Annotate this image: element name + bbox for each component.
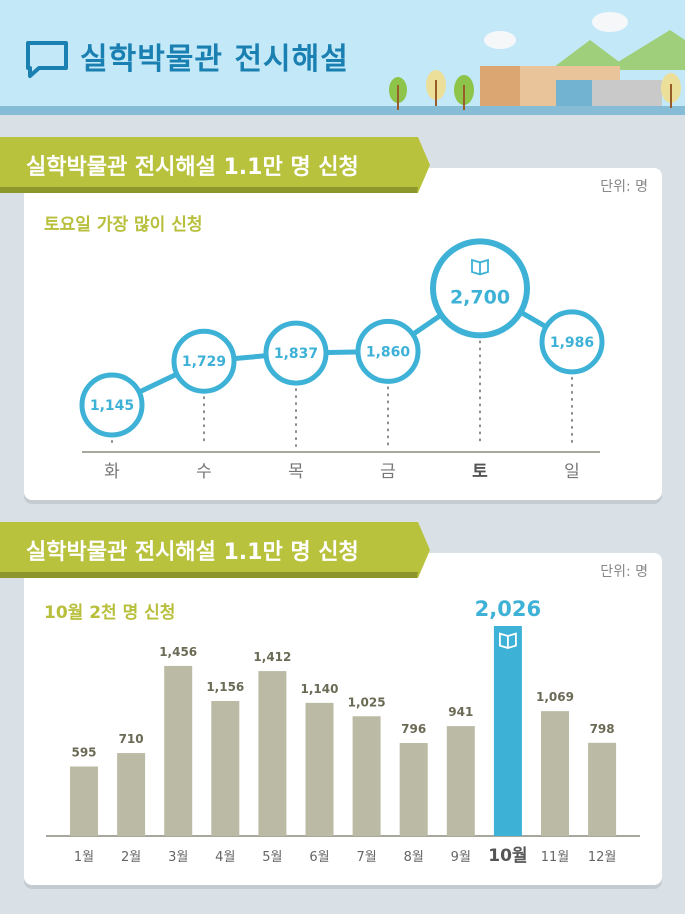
bar — [446, 726, 475, 836]
book-icon-shape — [471, 258, 489, 276]
x-tick-label: 4월 — [215, 850, 235, 865]
data-label: 1,860 — [366, 344, 411, 360]
bar — [493, 626, 522, 836]
chart-subtitle: 10월 2천 명 신청 — [44, 603, 176, 623]
data-point — [79, 372, 145, 438]
bar — [352, 716, 381, 836]
data-label: 595 — [71, 746, 96, 760]
unit-label: 단위: 명 — [600, 179, 648, 195]
data-point — [171, 328, 237, 394]
bar — [258, 671, 287, 836]
bar — [211, 700, 240, 836]
x-tick-label: 수 — [196, 462, 212, 482]
book-icon — [499, 632, 517, 649]
bar — [164, 665, 193, 836]
section-banner: 실학박물관 전시해설 1.1만 명 신청 — [26, 540, 359, 565]
book-icon-shape — [499, 632, 517, 649]
x-tick-label: 8월 — [404, 850, 424, 865]
data-label: 1,729 — [182, 354, 226, 370]
chart-subtitle: 토요일 가장 많이 신청 — [44, 215, 203, 235]
data-label: 1,069 — [536, 690, 574, 704]
x-tick-label: 목 — [288, 462, 304, 482]
data-label: 941 — [448, 705, 473, 719]
x-tick-label: 3월 — [168, 850, 188, 865]
data-label: 1,456 — [159, 645, 197, 659]
x-tick-label: 5월 — [262, 850, 282, 865]
unit-label: 단위: 명 — [600, 564, 648, 580]
bar — [70, 766, 98, 836]
data-label: 2,700 — [450, 286, 510, 308]
museum-illustration — [389, 12, 685, 110]
x-tick-label: 7월 — [356, 850, 376, 865]
x-tick-label: 1월 — [74, 850, 94, 865]
data-point — [355, 318, 421, 384]
x-tick-label: 금 — [380, 462, 396, 482]
x-tick-label: 일 — [564, 462, 580, 482]
x-tick-label: 11월 — [541, 850, 570, 865]
data-point — [539, 309, 605, 375]
data-label: 798 — [590, 722, 615, 736]
book-icon — [471, 258, 489, 276]
x-tick-label: 2월 — [121, 850, 141, 865]
page-title: 실학박물관 전시해설 — [80, 42, 349, 77]
bar — [399, 743, 428, 836]
bar — [588, 742, 617, 836]
x-tick-label: 6월 — [309, 850, 329, 865]
x-tick-label: 10월 — [488, 846, 527, 866]
data-label: 710 — [119, 732, 144, 746]
data-label: 1,145 — [90, 398, 134, 414]
x-tick-label: 화 — [104, 462, 120, 482]
data-label: 2,026 — [475, 597, 541, 621]
section-banner: 실학박물관 전시해설 1.1만 명 신청 — [26, 155, 359, 180]
x-tick-label: 12월 — [588, 850, 617, 865]
data-label: 1,156 — [206, 680, 244, 694]
bar — [305, 702, 334, 836]
speech-bubble-icon — [26, 41, 68, 78]
data-label: 1,025 — [348, 695, 386, 709]
data-label: 796 — [401, 722, 426, 736]
data-label: 1,412 — [253, 650, 291, 664]
data-label: 1,140 — [301, 682, 339, 696]
data-label: 1,986 — [550, 335, 594, 351]
data-point — [430, 238, 530, 339]
bar — [541, 711, 569, 836]
banner-ribbon — [0, 522, 430, 578]
bar — [117, 753, 146, 836]
data-point — [263, 320, 329, 386]
ground-strip — [0, 106, 685, 115]
data-label: 1,837 — [274, 346, 318, 362]
x-tick-label: 9월 — [451, 850, 471, 865]
banner-ribbon — [0, 137, 430, 193]
x-tick-label: 토 — [472, 462, 488, 482]
